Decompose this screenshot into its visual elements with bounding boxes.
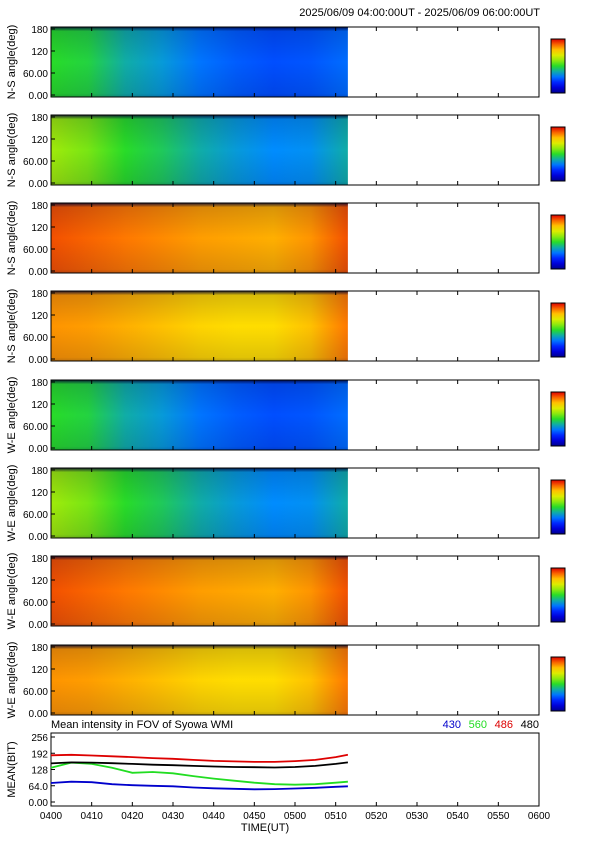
keogram-panel-3: 180 120 60.00 0.00 N-S angle(deg) [6, 201, 566, 278]
colorbar [550, 567, 566, 623]
y-tick-label: 180 [31, 113, 48, 124]
keogram-edge-shading [51, 203, 348, 273]
keogram-panel-1: 180 120 60.00 0.00 N-S angle(deg) [6, 25, 566, 102]
y-tick-label: 120 [31, 311, 48, 322]
x-tick-label: 0420 [121, 811, 144, 822]
y-tick-label: 60.00 [23, 510, 48, 521]
y-tick-label: 180 [31, 466, 48, 477]
series-line-480 [50, 761, 349, 769]
y-tick-label: 180 [31, 378, 48, 389]
y-tick-label: 60.00 [23, 157, 48, 168]
keogram-edge-shading [51, 291, 348, 361]
y-tick-label: 60.00 [23, 245, 48, 256]
y-axis-label: N-S angle(deg) [6, 113, 18, 188]
x-tick-label: 0550 [487, 811, 510, 822]
colorbar [550, 391, 566, 447]
series-line-430 [50, 780, 348, 791]
x-tick-label: 0400 [40, 811, 63, 822]
y-tick-label: 120 [31, 223, 48, 234]
colorbar [550, 38, 566, 94]
y-tick-label: 120 [31, 47, 48, 58]
x-tick-label: 0530 [406, 811, 429, 822]
x-tick-label: 0410 [81, 811, 104, 822]
y-tick-label: 0.00 [29, 355, 49, 366]
keogram-edge-shading [51, 645, 348, 715]
keogram-edge-shading [51, 27, 348, 97]
series-line-486 [50, 753, 349, 763]
line-panel-frame [50, 732, 540, 807]
keogram-panel-2: 180 120 60.00 0.00 N-S angle(deg) [6, 113, 566, 190]
y-tick-label: 256 [31, 733, 48, 744]
keogram-panel-8: 180 120 60.00 0.00 W-E angle(deg) [6, 642, 566, 720]
y-tick-label: 180 [31, 201, 48, 212]
x-tick-label: 0440 [203, 811, 226, 822]
keogram-panel-6: 180 120 60.00 0.00 W-E angle(deg) [6, 465, 566, 543]
x-tick-label: 0540 [447, 811, 470, 822]
x-tick-label: 0510 [325, 811, 348, 822]
legend-430: 430 [443, 719, 461, 731]
keogram-edge-shading [51, 380, 348, 450]
y-tick-label: 64.0 [29, 782, 49, 793]
x-axis-label: TIME(UT) [241, 822, 289, 834]
colorbar [550, 214, 566, 270]
y-tick-label: 0.00 [29, 798, 49, 809]
y-axis-label: W-E angle(deg) [6, 465, 18, 542]
keogram-panel-7: 180 120 60.00 0.00 W-E angle(deg) [6, 553, 566, 631]
y-tick-label: 120 [31, 576, 48, 587]
y-tick-label: 120 [31, 400, 48, 411]
y-tick-label: 0.00 [29, 532, 49, 543]
y-tick-label: 180 [31, 25, 48, 36]
x-tick-label: 0500 [284, 811, 307, 822]
y-axis-label: W-E angle(deg) [6, 642, 18, 719]
y-tick-label: 192 [31, 749, 48, 760]
colorbar [550, 302, 566, 358]
y-tick-label: 128 [31, 766, 48, 777]
colorbar [550, 656, 566, 712]
y-tick-label: 0.00 [29, 444, 49, 455]
header-time-range: 2025/06/09 04:00:00UT - 2025/06/09 06:00… [299, 7, 540, 19]
y-tick-label: 180 [31, 289, 48, 300]
y-axis-label: MEAN(BIT) [6, 741, 18, 797]
y-tick-label: 180 [31, 643, 48, 654]
line-panel-title: Mean intensity in FOV of Syowa WMI [51, 719, 233, 731]
y-tick-label: 180 [31, 554, 48, 565]
colorbar [550, 126, 566, 182]
x-tick-label: 0520 [365, 811, 388, 822]
y-tick-label: 0.00 [29, 91, 49, 102]
legend-560: 560 [469, 719, 487, 731]
series-line-560 [50, 761, 348, 786]
y-tick-label: 60.00 [23, 598, 48, 609]
y-axis-label: N-S angle(deg) [6, 289, 18, 364]
x-tick-label: 0430 [162, 811, 185, 822]
y-axis-label: W-E angle(deg) [6, 377, 18, 454]
y-tick-label: 0.00 [29, 267, 49, 278]
y-axis-label: N-S angle(deg) [6, 25, 18, 100]
keogram-edge-shading [51, 556, 348, 626]
y-tick-label: 60.00 [23, 422, 48, 433]
legend-480: 480 [521, 719, 539, 731]
y-tick-label: 60.00 [23, 69, 48, 80]
y-tick-label: 120 [31, 488, 48, 499]
keogram-edge-shading [51, 468, 348, 538]
x-tick-label: 0450 [243, 811, 266, 822]
legend-486: 486 [495, 719, 513, 731]
keogram-panel-5: 180 120 60.00 0.00 W-E angle(deg) [6, 377, 566, 455]
y-tick-label: 120 [31, 665, 48, 676]
mean-intensity-panel: Mean intensity in FOV of Syowa WMI 480 486… [6, 719, 551, 834]
y-tick-label: 0.00 [29, 179, 49, 190]
y-tick-label: 0.00 [29, 709, 49, 720]
y-axis-label: N-S angle(deg) [6, 201, 18, 276]
keogram-panel-4: 180 120 60.00 0.00 N-S angle(deg) [6, 289, 566, 366]
colorbar [550, 479, 566, 535]
y-tick-label: 0.00 [29, 620, 49, 631]
y-tick-label: 120 [31, 135, 48, 146]
x-tick-label: 0600 [528, 811, 551, 822]
keogram-edge-shading [51, 115, 348, 185]
y-tick-label: 60.00 [23, 333, 48, 344]
y-tick-label: 60.00 [23, 687, 48, 698]
y-axis-label: W-E angle(deg) [6, 553, 18, 630]
